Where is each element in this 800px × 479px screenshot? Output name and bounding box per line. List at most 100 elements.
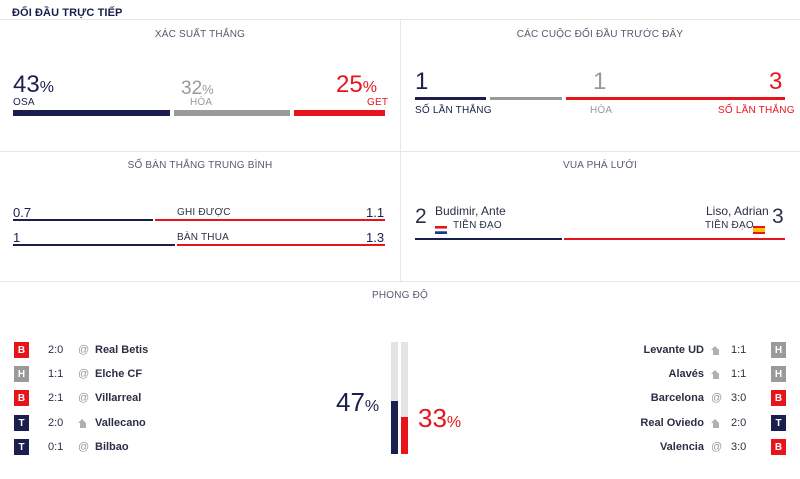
result-badge: T (771, 415, 786, 431)
divider (400, 19, 401, 281)
home-avg-scored: 0.7 (13, 205, 32, 220)
h2h-draws: 1 (593, 68, 607, 95)
home-form-row[interactable]: B 2:1 @ Villarreal (14, 390, 141, 406)
opponent-name: Real Betis (95, 344, 149, 356)
draw-prob: 32% (181, 78, 214, 100)
home-form-pct-value: 47 (336, 387, 365, 417)
h2h-away-label: SỐ LẦN THẮNG (718, 105, 795, 116)
away-form-row[interactable]: Barcelona @3:0 B (651, 390, 786, 406)
away-team-code: GET (367, 97, 389, 108)
away-form-pct-value: 33 (418, 403, 447, 433)
home-form-pct: 47% (336, 387, 379, 418)
at-icon: @ (711, 392, 723, 404)
home-form-row[interactable]: H 1:1 @ Elche CF (14, 366, 142, 382)
home-form-track (391, 342, 398, 454)
scored-label: GHI ĐƯỢC (177, 207, 231, 218)
home-icon (711, 418, 720, 428)
opponent-name: Elche CF (95, 368, 143, 380)
away-avg-conceded: 1.3 (366, 230, 385, 245)
away-form-track (401, 342, 408, 454)
match-score: 2:0 (48, 344, 64, 356)
away-win-prob-value: 25 (336, 71, 363, 98)
at-icon: @ (78, 344, 90, 356)
pct-sign: % (39, 79, 54, 96)
match-score: 2:1 (48, 392, 64, 404)
result-badge: B (771, 439, 786, 455)
conceded-label: BÀN THUA (177, 232, 229, 243)
home-win-bar (13, 110, 170, 116)
away-scorer-name[interactable]: Liso, Adrian (706, 204, 769, 218)
home-form-row[interactable]: B 2:0 @ Real Betis (14, 342, 148, 358)
match-score: 3:0 (731, 441, 747, 453)
away-scorer-bar (564, 238, 785, 240)
home-scorer-name[interactable]: Budimir, Ante (435, 204, 506, 218)
draw-bar (174, 110, 290, 116)
h2h-title: CÁC CUỘC ĐỐI ĐẦU TRƯỚC ĐÂY (516, 29, 684, 40)
home-scorer-position: TIỀN ĐẠO (453, 220, 502, 231)
divider (0, 281, 800, 282)
home-form-row[interactable]: T 2:0 Vallecano (14, 415, 146, 431)
away-form-row[interactable]: Alavés 1:1 H (669, 366, 786, 382)
win-prob-title: XÁC SUẤT THẮNG (154, 29, 246, 40)
h2h-home-label: SỐ LẦN THẮNG (415, 105, 492, 116)
top-scorer-title: VUA PHÁ LƯỚI (563, 160, 637, 171)
home-win-prob-value: 43 (13, 71, 40, 98)
draw-prob-value: 32 (181, 78, 203, 99)
h2h-away-bar (566, 97, 785, 100)
away-form-row[interactable]: Levante UD 1:1 H (643, 342, 786, 358)
pct-sign: % (364, 398, 380, 415)
h2h-away-wins: 3 (769, 68, 783, 95)
opponent-name: Vallecano (95, 417, 146, 429)
home-avg-conceded: 1 (13, 230, 21, 245)
at-icon: @ (78, 392, 90, 404)
away-avg-scored: 1.1 (366, 205, 385, 220)
result-badge: B (771, 390, 786, 406)
match-score: 1:1 (731, 344, 747, 356)
home-icon (711, 369, 720, 379)
result-badge: B (14, 390, 29, 406)
h2h-home-wins: 1 (415, 68, 429, 95)
at-icon: @ (78, 368, 90, 380)
pct-sign: % (446, 414, 462, 431)
result-badge: T (14, 415, 29, 431)
h2h-home-bar (415, 97, 486, 100)
home-icon (711, 345, 720, 355)
match-score: 0:1 (48, 441, 64, 453)
pct-sign: % (362, 79, 377, 96)
home-scorer-bar (415, 238, 562, 240)
draw-label: HÒA (190, 97, 213, 108)
home-team-code: OSA (13, 97, 35, 108)
opponent-name: Alavés (668, 368, 704, 380)
opponent-name: Real Oviedo (640, 417, 704, 429)
match-score: 1:1 (731, 368, 747, 380)
home-scored-bar (13, 219, 153, 221)
home-icon (78, 418, 87, 428)
match-score: 1:1 (48, 368, 64, 380)
spain-flag-icon (753, 221, 765, 234)
away-form-fill (401, 417, 408, 454)
avg-goals-title: SỐ BÀN THẮNG TRUNG BÌNH (127, 160, 273, 171)
h2h-draw-label: HÒA (590, 105, 613, 116)
away-form-row[interactable]: Real Oviedo 2:0 T (640, 415, 786, 431)
home-form-row[interactable]: T 0:1 @ Bilbao (14, 439, 129, 455)
away-scorer-position: TIỀN ĐẠO (705, 220, 754, 231)
match-score: 2:0 (731, 417, 747, 429)
divider (0, 151, 800, 152)
result-badge: B (14, 342, 29, 358)
opponent-name: Villarreal (95, 392, 142, 404)
away-win-bar (294, 110, 385, 116)
pct-sign: % (202, 82, 214, 97)
section-title: ĐỐI ĐẦU TRỰC TIẾP (12, 7, 123, 19)
opponent-name: Levante UD (643, 344, 704, 356)
home-conceded-bar (13, 244, 175, 246)
match-score: 3:0 (731, 392, 747, 404)
croatia-flag-icon (435, 221, 447, 234)
home-win-prob: 43% (13, 71, 54, 99)
form-title: PHONG ĐỘ (371, 290, 429, 301)
result-badge: H (771, 342, 786, 358)
away-conceded-bar (177, 244, 385, 246)
at-icon: @ (78, 441, 90, 453)
away-scorer-goals: 3 (772, 205, 784, 228)
away-form-row[interactable]: Valencia @3:0 B (660, 439, 786, 455)
result-badge: H (771, 366, 786, 382)
